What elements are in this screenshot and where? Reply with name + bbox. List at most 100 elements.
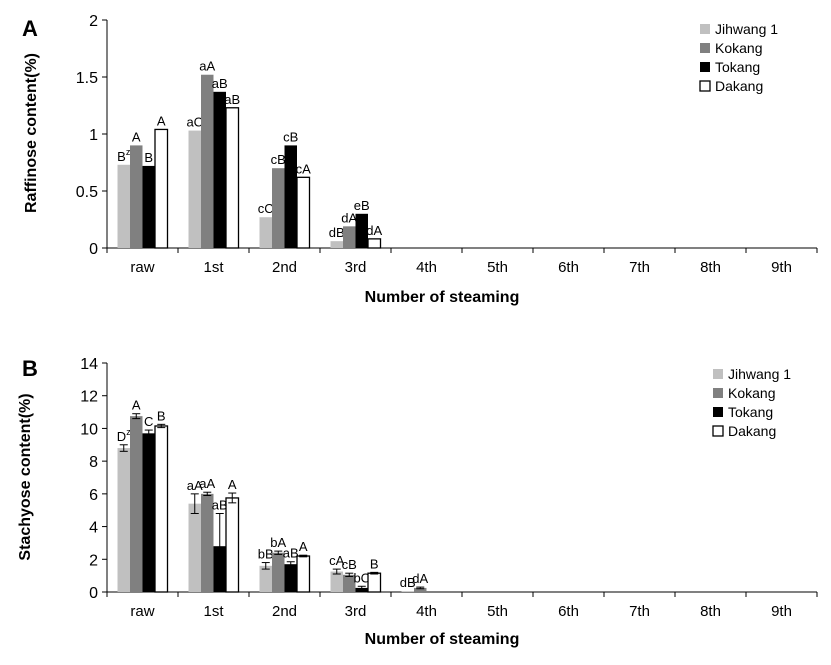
panel-b-xlabel: Number of steaming <box>365 631 520 648</box>
legend-swatch <box>713 388 723 398</box>
x-tick-label: raw <box>130 603 154 620</box>
data-label: cB <box>342 557 357 572</box>
data-label: dB <box>329 225 345 240</box>
bar <box>259 565 272 592</box>
data-label: aC <box>186 115 203 130</box>
data-label: dA <box>412 571 428 586</box>
data-label: Bz <box>117 147 131 164</box>
bar <box>355 213 368 248</box>
data-label: C <box>144 414 153 429</box>
x-tick-label: 4th <box>416 259 437 276</box>
bar <box>272 168 285 248</box>
data-label: dB <box>400 575 416 590</box>
bar <box>130 145 143 248</box>
bar <box>272 552 285 592</box>
legend-swatch <box>700 43 710 53</box>
legend-label: Dakang <box>728 423 776 439</box>
bar <box>367 572 382 593</box>
x-tick-label: 3rd <box>345 603 367 620</box>
bar <box>284 564 297 592</box>
data-label: aB <box>224 92 240 107</box>
y-tick-label: 6 <box>89 487 98 504</box>
data-label: bC <box>353 570 370 585</box>
legend-label: Kokang <box>728 385 775 401</box>
x-tick-label: 3rd <box>345 259 367 276</box>
data-label: cB <box>283 129 298 144</box>
x-tick-label: 4th <box>416 603 437 620</box>
x-tick-label: 8th <box>700 603 721 620</box>
bar <box>284 145 297 248</box>
data-label: cC <box>258 201 274 216</box>
data-label: cA <box>296 161 312 176</box>
x-tick-label: 9th <box>771 603 792 620</box>
x-tick-label: 6th <box>558 603 579 620</box>
data-label: cA <box>329 553 345 568</box>
bar <box>414 587 427 592</box>
x-tick-label: 2nd <box>272 259 297 276</box>
y-tick-label: 0 <box>89 241 98 258</box>
bar <box>343 226 356 248</box>
y-tick-label: 12 <box>80 389 98 406</box>
bar <box>213 91 226 248</box>
legend-label: Tokang <box>715 59 760 75</box>
x-tick-label: 9th <box>771 259 792 276</box>
legend-swatch <box>700 62 710 72</box>
data-label: dA <box>366 223 382 238</box>
legend-label: Jihwang 1 <box>715 21 778 37</box>
bar <box>201 74 214 248</box>
bar <box>142 165 155 248</box>
bar <box>154 128 169 249</box>
x-tick-label: raw <box>130 259 154 276</box>
data-label: aA <box>199 59 215 74</box>
data-label: aA <box>187 478 203 493</box>
bar <box>225 497 240 593</box>
data-label: dA <box>341 210 357 225</box>
bar <box>343 574 356 592</box>
y-tick-label: 1.5 <box>76 70 98 87</box>
data-label: bB <box>258 547 274 562</box>
x-tick-label: 7th <box>629 603 650 620</box>
panel-b-ylabel: Stachyose content(%) <box>17 393 34 560</box>
data-label: B <box>157 408 166 423</box>
bar <box>401 591 414 592</box>
panel-a-letter: A <box>22 16 38 41</box>
legend-label: Dakang <box>715 78 763 94</box>
legend-label: Tokang <box>728 404 773 420</box>
legend-swatch <box>699 80 711 92</box>
data-label: A <box>132 129 141 144</box>
data-label: A <box>157 113 166 128</box>
bar <box>201 493 214 592</box>
panel-b-plot: 0 2 4 6 8 10 12 14 raw 1st 2nd 3rd 4th 5th 6th 7th 8th 9t… <box>80 356 818 620</box>
bar <box>117 448 130 592</box>
y-tick-label: 14 <box>80 356 98 373</box>
x-tick-label: 1st <box>203 603 224 620</box>
data-label: eB <box>354 198 370 213</box>
legend-swatch <box>713 407 723 417</box>
y-tick-label: 0 <box>89 585 98 602</box>
data-label: aB <box>283 546 299 561</box>
bar <box>296 555 311 593</box>
bar <box>296 176 311 249</box>
x-tick-label: 1st <box>203 259 224 276</box>
x-tick-label: 8th <box>700 259 721 276</box>
bar <box>188 130 201 248</box>
bar <box>117 164 130 248</box>
x-tick-label: 5th <box>487 259 508 276</box>
y-tick-label: 2 <box>89 13 98 30</box>
y-tick-label: 4 <box>89 520 98 537</box>
data-label: B <box>144 150 153 165</box>
bar <box>188 503 201 592</box>
y-tick-label: 1 <box>89 127 98 144</box>
x-tick-label: 2nd <box>272 603 297 620</box>
panel-b-letter: B <box>22 356 38 381</box>
legend-swatch <box>700 24 710 34</box>
y-tick-label: 2 <box>89 552 98 569</box>
x-tick-label: 6th <box>558 259 579 276</box>
panel-a-plot: 0 0.5 1 1.5 2 raw 1st 2nd 3rd 4th 5th 6th 7th 8th 9th B… <box>76 13 818 276</box>
y-tick-label: 0.5 <box>76 184 98 201</box>
bar <box>330 241 343 248</box>
panel-a-ylabel: Raffinose content(%) <box>23 53 40 213</box>
bar <box>225 107 240 249</box>
legend-label: Jihwang 1 <box>728 366 791 382</box>
